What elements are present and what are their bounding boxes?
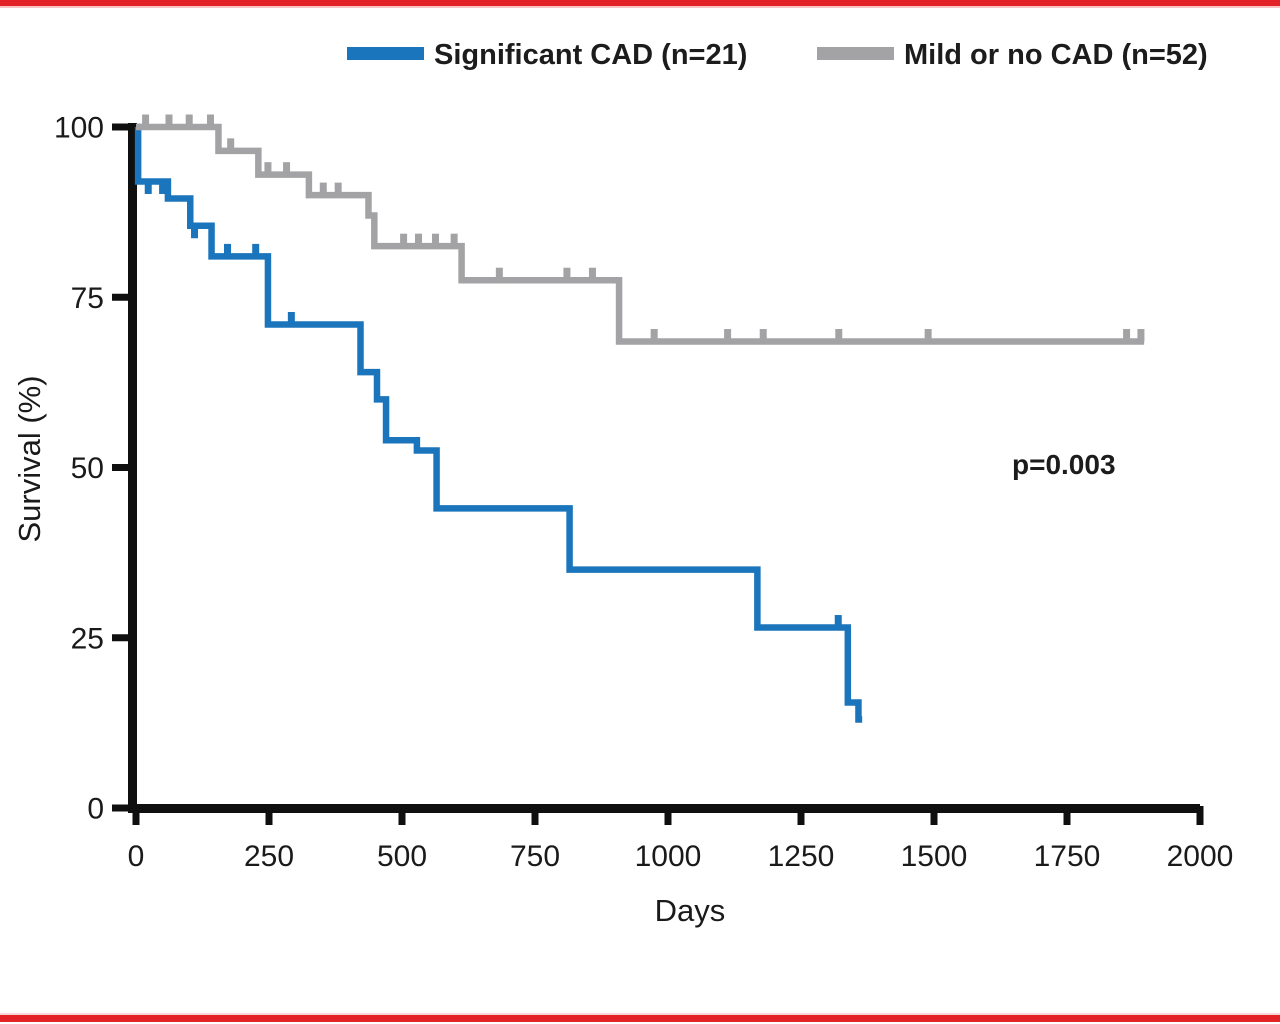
censor-tick-significant-cad [252, 243, 260, 257]
censor-tick-mild-or-no-cad [283, 162, 291, 175]
legend-label-mild-or-no-cad: Mild or no CAD (n=52) [904, 39, 1208, 71]
censor-tick-mild-or-no-cad [835, 329, 843, 342]
series-mild-or-no-cad [136, 114, 1145, 345]
survival-curve-mild-or-no-cad [136, 123, 1145, 345]
x-tick [1196, 806, 1204, 825]
y-tick-label: 75 [71, 282, 104, 315]
censor-tick-mild-or-no-cad [563, 267, 571, 281]
censor-tick-mild-or-no-cad [1137, 329, 1145, 342]
x-tick [398, 806, 406, 825]
censor-tick-mild-or-no-cad [650, 329, 658, 342]
survival-curves [134, 114, 1145, 723]
legend-swatch-significant-cad [347, 47, 424, 60]
x-axis-line [128, 804, 1200, 813]
x-tick-label: 500 [377, 840, 427, 873]
y-axis-ticks: 100 75 50 25 0 [54, 112, 128, 826]
top-border [0, 0, 1280, 6]
censor-tick-mild-or-no-cad [924, 329, 932, 342]
bottom-border-fade [0, 1013, 1280, 1015]
censor-tick-mild-or-no-cad [334, 182, 342, 196]
y-tick [112, 123, 128, 131]
x-tick [930, 806, 938, 825]
x-tick-label: 0 [128, 840, 145, 873]
y-tick-label: 100 [54, 112, 104, 145]
censor-tick-mild-or-no-cad [264, 162, 272, 175]
top-border-fade [0, 6, 1280, 8]
x-tick [664, 806, 672, 825]
p-value-annotation: p=0.003 [1012, 449, 1116, 480]
censor-tick-mild-or-no-cad [759, 329, 767, 342]
x-tick-label: 750 [510, 840, 560, 873]
censor-tick-significant-cad [144, 181, 152, 194]
x-tick-label: 1750 [1034, 840, 1101, 873]
censor-tick-mild-or-no-cad [227, 138, 235, 151]
censor-tick-mild-or-no-cad [495, 267, 503, 281]
censor-tick-significant-cad [834, 615, 842, 628]
censor-tick-mild-or-no-cad [432, 233, 440, 247]
survival-curve-significant-cad [134, 123, 863, 723]
x-axis-title: Days [655, 893, 726, 928]
y-tick [112, 804, 128, 812]
x-tick [132, 806, 140, 825]
y-axis-title: Survival (%) [12, 375, 47, 542]
x-tick [1063, 806, 1071, 825]
x-tick-label: 250 [244, 840, 294, 873]
x-tick-label: 1250 [768, 840, 835, 873]
legend-label-significant-cad: Significant CAD (n=21) [434, 39, 747, 71]
censor-tick-mild-or-no-cad [414, 233, 422, 247]
x-tick [531, 806, 539, 825]
censor-tick-significant-cad [191, 225, 199, 239]
legend-swatch-mild-or-no-cad [817, 47, 894, 60]
censor-tick-mild-or-no-cad [1123, 329, 1131, 342]
x-axis-ticks: 0 250 500 750 1000 1250 1500 1750 2000 [128, 806, 1234, 873]
censor-tick-mild-or-no-cad [588, 267, 596, 281]
y-tick-label: 25 [71, 622, 104, 655]
censor-tick-mild-or-no-cad [319, 182, 327, 196]
y-tick-label: 50 [71, 452, 104, 485]
y-tick [112, 464, 128, 471]
y-tick [112, 293, 128, 301]
censor-tick-mild-or-no-cad [185, 114, 193, 127]
censor-tick-mild-or-no-cad [165, 114, 173, 127]
censor-tick-mild-or-no-cad [724, 329, 732, 342]
censor-tick-mild-or-no-cad [450, 233, 458, 247]
censor-tick-significant-cad [287, 311, 295, 325]
censor-tick-mild-or-no-cad [142, 114, 150, 127]
censor-tick-mild-or-no-cad [206, 114, 214, 127]
censor-tick-significant-cad [224, 243, 232, 257]
series-significant-cad [134, 123, 863, 723]
x-tick [265, 806, 273, 825]
x-tick-label: 2000 [1167, 840, 1234, 873]
y-tick [112, 634, 128, 642]
censor-tick-significant-cad [159, 181, 167, 194]
x-tick-label: 1500 [901, 840, 968, 873]
x-tick [797, 806, 805, 825]
legend: Significant CAD (n=21) Mild or no CAD (n… [347, 39, 1208, 71]
y-axis-line [128, 123, 137, 813]
bottom-border [0, 1015, 1280, 1022]
x-tick-label: 1000 [635, 840, 702, 873]
censor-tick-mild-or-no-cad [400, 233, 408, 247]
y-tick-label: 0 [87, 793, 104, 826]
